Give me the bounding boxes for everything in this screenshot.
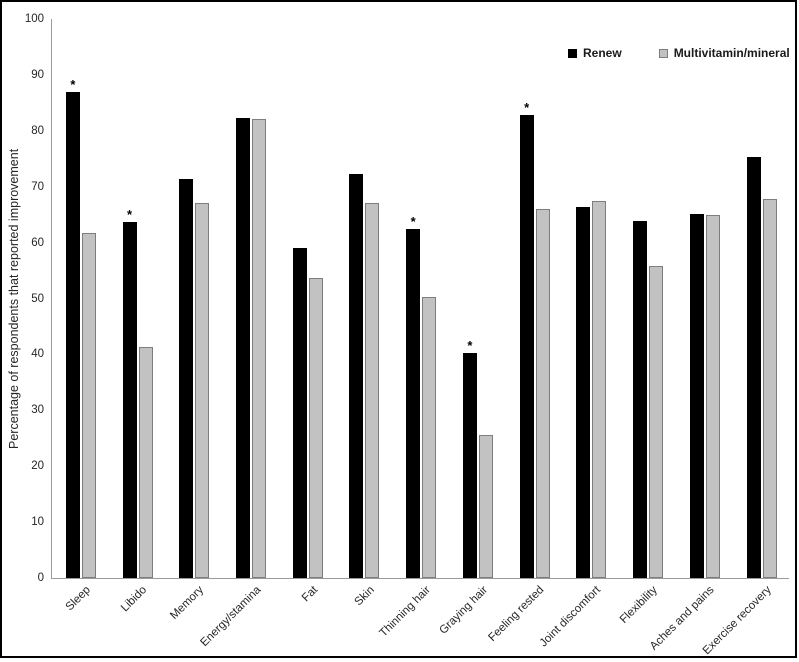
y-tick-label-70: 70 [31, 180, 44, 193]
y-tick-label-50: 50 [31, 292, 44, 305]
significance-marker-sleep: * [70, 76, 76, 92]
y-tick-label-40: 40 [31, 348, 44, 361]
plot-area: * * * * * [51, 19, 789, 579]
bar-renew-feeling-rested [519, 115, 534, 578]
category-label-sleep: Sleep [63, 584, 93, 614]
bar-multivitamin-memory [195, 202, 210, 578]
bar-multivitamin-libido [138, 347, 153, 578]
significance-marker-libido: * [127, 207, 133, 223]
bar-renew-fat [292, 248, 307, 578]
legend-swatch-renew-icon [568, 48, 577, 58]
bar-multivitamin-exercise-recovery [762, 199, 777, 578]
y-tick-label-30: 30 [31, 404, 44, 417]
bar-multivitamin-sleep [81, 233, 96, 578]
legend: Renew Multivitamin/mineral [568, 46, 790, 60]
bar-renew-energy-stamina [236, 117, 251, 578]
bar-renew-graying-hair [462, 352, 477, 578]
category-label-memory: Memory [168, 584, 207, 622]
y-tick-label-10: 10 [31, 516, 44, 529]
legend-label-multivitamin: Multivitamin/mineral [673, 46, 790, 60]
y-tick-label-80: 80 [31, 124, 44, 137]
bar-renew-joint-discomfort [576, 206, 591, 578]
significance-marker-graying-hair: * [467, 337, 473, 353]
category-label-graying-hair: Graying hair [437, 584, 490, 637]
bar-renew-memory [179, 178, 194, 578]
bar-multivitamin-skin [365, 202, 380, 578]
bar-renew-sleep [65, 91, 80, 578]
bar-renew-flexibility [633, 220, 648, 578]
legend-item-renew: Renew [568, 46, 622, 60]
legend-swatch-multivitamin-icon [658, 48, 668, 58]
y-tick-label-0: 0 [37, 572, 44, 584]
bar-multivitamin-thinning-hair [422, 296, 437, 578]
category-label-libido: Libido [119, 584, 150, 615]
significance-marker-thinning-hair: * [410, 214, 416, 230]
category-label-thinning-hair: Thinning hair [377, 584, 434, 640]
bar-multivitamin-feeling-rested [535, 209, 550, 578]
bar-renew-exercise-recovery [746, 157, 761, 578]
legend-item-multivitamin: Multivitamin/mineral [658, 46, 790, 60]
bar-renew-thinning-hair [406, 229, 421, 578]
bar-renew-libido [122, 222, 137, 578]
y-tick-label-20: 20 [31, 460, 44, 473]
legend-label-renew: Renew [583, 46, 622, 60]
bar-multivitamin-energy-stamina [252, 118, 267, 578]
bar-multivitamin-fat [308, 277, 323, 578]
bar-multivitamin-graying-hair [478, 434, 493, 578]
y-tick-label-60: 60 [31, 236, 44, 249]
category-label-energy-stamina: Energy/stamina [198, 584, 264, 649]
category-label-joint-discomfort: Joint discomfort [537, 584, 604, 650]
significance-marker-feeling-rested: * [524, 100, 530, 116]
bar-multivitamin-joint-discomfort [592, 201, 607, 578]
y-tick-label-100: 100 [24, 13, 44, 25]
category-label-skin: Skin [352, 584, 377, 609]
bar-renew-skin [349, 173, 364, 578]
category-label-fat: Fat [299, 584, 320, 605]
y-tick-label-90: 90 [31, 68, 44, 81]
category-label-feeling-rested: Feeling rested [486, 584, 547, 645]
category-label-flexibility: Flexibility [618, 584, 661, 626]
bar-multivitamin-flexibility [649, 266, 664, 578]
bar-renew-aches-and-pains [689, 214, 704, 578]
bar-multivitamin-aches-and-pains [705, 215, 720, 578]
